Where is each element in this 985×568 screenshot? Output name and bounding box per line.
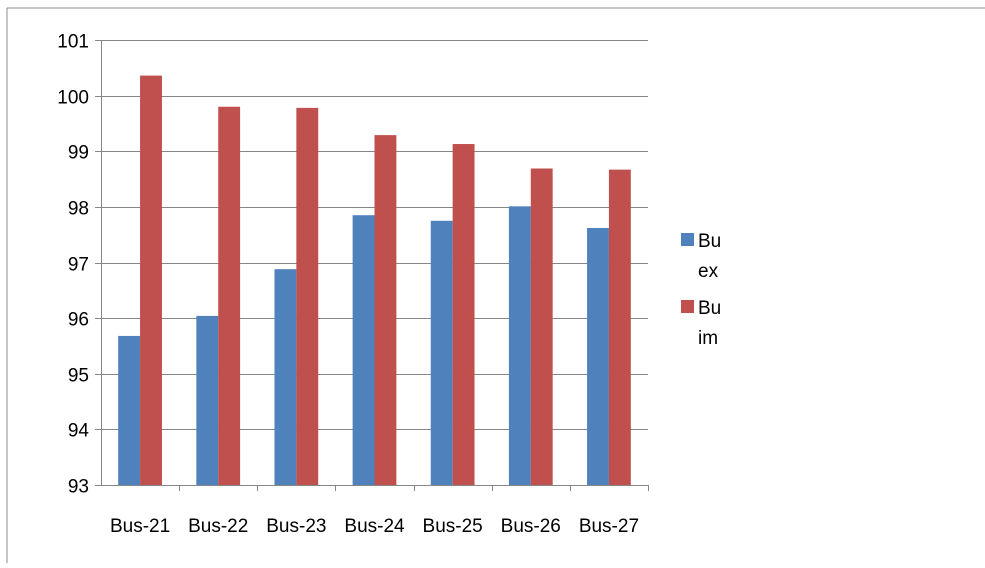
x-tick-label: Bus-25 [423, 516, 483, 537]
axes: 93 94 95 96 97 98 99 100 101 Bus-21 Bus-22 Bus-23 Bu… [57, 32, 649, 537]
y-tick-label: 100 [57, 88, 89, 109]
bar [587, 228, 609, 485]
bar [274, 269, 297, 485]
legend-label: Bu [698, 298, 721, 319]
x-tick-label: Bus-21 [110, 516, 170, 537]
x-tick-label: Bus-26 [501, 516, 561, 537]
legend-label-line2: im [698, 328, 718, 349]
x-tick-label: Bus-22 [188, 516, 248, 537]
bars [118, 75, 631, 486]
y-tick-label: 98 [68, 199, 89, 220]
legend-label-line2: ex [698, 261, 719, 282]
legend-swatch [681, 233, 694, 246]
x-tick-label: Bus-24 [344, 516, 405, 537]
y-tick-label: 96 [68, 310, 89, 331]
bar [530, 168, 553, 485]
legend-label: Bu [698, 231, 721, 252]
bar [352, 215, 375, 485]
x-tick-label: Bus-23 [266, 516, 326, 537]
y-tick-label: 94 [68, 421, 90, 442]
legend: Bu ex Bu im [681, 231, 721, 349]
y-tick-label: 99 [68, 143, 89, 164]
y-tick-label: 93 [68, 477, 89, 498]
bar [374, 135, 397, 485]
bar [508, 206, 531, 485]
bar [430, 220, 453, 485]
bar [608, 169, 631, 485]
bar [140, 75, 162, 485]
bar [118, 335, 141, 485]
legend-items: Bu ex Bu im [681, 231, 721, 349]
bar [452, 144, 475, 486]
bar [296, 107, 319, 486]
x-tick-label: Bus-27 [579, 516, 639, 537]
y-tick-label: 97 [68, 255, 89, 276]
legend-swatch [681, 300, 694, 313]
y-tick-label: 95 [68, 366, 89, 387]
y-tick-label: 101 [57, 32, 89, 53]
bar [196, 315, 219, 485]
bar [218, 106, 241, 485]
